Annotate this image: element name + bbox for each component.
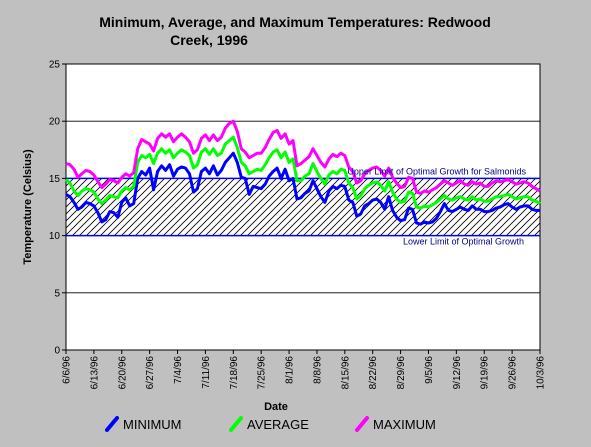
y-tick-label: 15 xyxy=(49,174,61,185)
series-line-average xyxy=(65,135,541,210)
x-tick-label: 10/3/96 xyxy=(536,356,547,390)
x-tick-label: 7/4/96 xyxy=(173,356,184,384)
lower-limit-label: Lower Limit of Optimal Growth xyxy=(403,237,524,247)
y-tick-label: 5 xyxy=(54,288,60,299)
legend: MINIMUM AVERAGE MAXIMUM xyxy=(105,416,436,432)
y-axis-title: Temperature (Celsius) xyxy=(22,149,34,265)
legend-label-minimum: MINIMUM xyxy=(123,417,182,432)
x-tick-label: 7/11/96 xyxy=(201,356,212,389)
y-tick-label: 0 xyxy=(54,346,60,357)
y-tick-label: 10 xyxy=(49,231,61,242)
legend-label-average: AVERAGE xyxy=(247,417,309,432)
legend-swatch-maximum xyxy=(355,416,369,432)
x-tick-label: 8/8/96 xyxy=(312,356,323,384)
x-tick-label: 8/29/96 xyxy=(396,356,407,390)
x-axis-title: Date xyxy=(264,401,288,413)
y-tick-label: 25 xyxy=(49,60,61,71)
x-tick-label: 9/12/96 xyxy=(452,356,463,390)
x-tick-label: 6/6/96 xyxy=(62,356,73,384)
x-tick-label: 8/1/96 xyxy=(285,356,296,384)
legend-label-maximum: MAXIMUM xyxy=(373,417,436,432)
x-tick-label: 8/22/96 xyxy=(368,356,379,390)
x-tick-label: 9/5/96 xyxy=(424,356,435,384)
series-line-minimum xyxy=(65,151,540,226)
x-tick-label: 8/15/96 xyxy=(340,356,351,390)
legend-swatch-minimum xyxy=(105,416,119,432)
upper-limit-label: Upper Limit of Optimal Growth for Salmon… xyxy=(347,166,526,176)
x-tick-label: 7/25/96 xyxy=(257,356,268,390)
chart-title-line-2: Creek, 1996 xyxy=(170,32,248,48)
x-tick-label: 6/27/96 xyxy=(145,356,156,390)
x-axis-ticks: 6/6/96 6/13/96 6/20/96 6/27/96 7/4/96 7/11/96… xyxy=(62,350,547,389)
x-tick-label: 6/13/96 xyxy=(89,356,100,390)
legend-swatch-average xyxy=(229,416,243,432)
chart-title-line-1: Minimum, Average, and Maximum Temperatur… xyxy=(99,14,491,30)
x-tick-label: 9/26/96 xyxy=(508,356,519,390)
x-tick-label: 6/20/96 xyxy=(117,356,128,390)
y-axis-ticks: 0 5 10 15 20 25 xyxy=(49,60,66,357)
x-tick-label: 7/18/96 xyxy=(229,356,240,390)
y-tick-label: 20 xyxy=(49,117,61,128)
series-line-maximum xyxy=(65,119,541,195)
series-lines xyxy=(65,119,541,226)
x-tick-label: 9/19/96 xyxy=(480,356,491,390)
